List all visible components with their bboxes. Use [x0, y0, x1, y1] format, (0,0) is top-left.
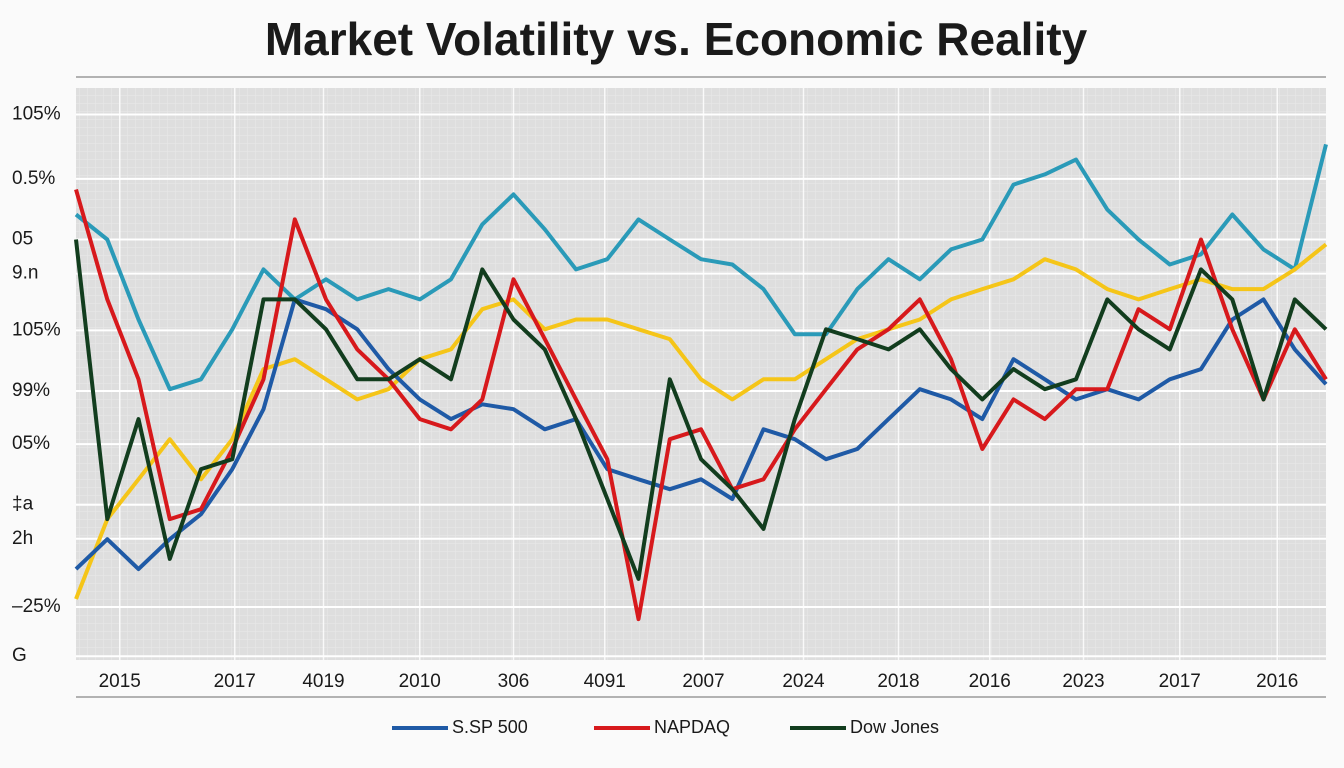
y-tick-label: 99%	[12, 380, 50, 401]
x-tick-label: 2018	[877, 671, 919, 692]
y-tick-label: 05%	[12, 433, 50, 454]
y-tick-label: 105%	[12, 104, 61, 125]
y-tick-label: 05	[12, 229, 33, 250]
series-line	[74, 242, 1328, 600]
y-tick-label: 0.5%	[12, 168, 55, 189]
x-tick-label: 2007	[682, 671, 724, 692]
x-tick-label: 2017	[1159, 671, 1201, 692]
series-line	[74, 239, 1328, 581]
legend-label: NAPDAQ	[654, 717, 730, 737]
y-tick-label: G	[12, 645, 27, 666]
series-line	[74, 297, 1328, 572]
x-tick-label: 4091	[584, 671, 626, 692]
y-tick-label: 9.n	[12, 263, 38, 284]
x-tick-label: 2015	[99, 671, 141, 692]
y-tick-label: 105%	[12, 319, 61, 340]
chart-title: Market Volatility vs. Economic Reality	[265, 13, 1088, 65]
x-tick-label: 306	[498, 671, 530, 692]
x-tick-label: 2016	[969, 671, 1011, 692]
series-line	[74, 188, 1328, 622]
y-tick-label: 2h	[12, 528, 33, 549]
x-tick-label: 2017	[214, 671, 256, 692]
x-tick-label: 2024	[782, 671, 825, 692]
x-tick-label: 2016	[1256, 671, 1298, 692]
x-tick-label: 2023	[1062, 671, 1104, 692]
x-tick-label: 2010	[399, 671, 441, 692]
y-tick-label: –25%	[12, 596, 61, 617]
series-line	[74, 143, 1328, 392]
y-tick-label: ‡a	[12, 494, 34, 515]
x-tick-label: 4019	[302, 671, 344, 692]
lines	[74, 88, 1328, 660]
legend-label: S.SP 500	[452, 717, 528, 737]
legend-label: Dow Jones	[850, 717, 939, 737]
plot-area	[76, 88, 1326, 660]
